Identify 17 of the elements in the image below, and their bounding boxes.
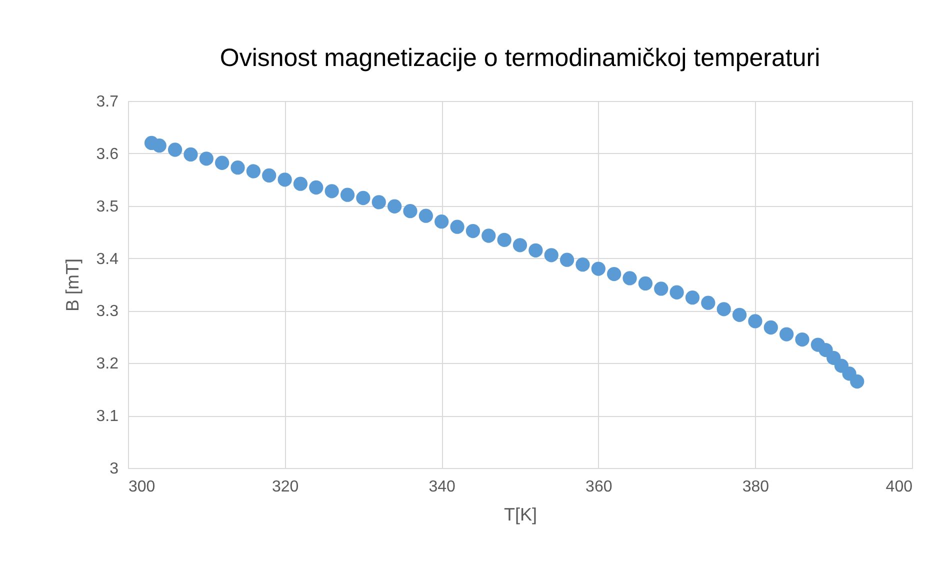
x-tick-label: 400	[886, 478, 913, 496]
x-tick-label: 340	[428, 478, 456, 496]
x-axis-title: T[K]	[504, 504, 538, 524]
y-tick-label: 3.3	[96, 303, 119, 320]
x-tick-label: 360	[586, 478, 612, 496]
y-tick-label: 3	[110, 460, 119, 478]
y-tick-label: 3.6	[96, 146, 119, 163]
x-tick-label: 300	[128, 478, 156, 496]
x-tick-label: 380	[742, 478, 770, 496]
y-tick-label: 3.2	[96, 356, 119, 373]
y-tick-label: 3.1	[96, 408, 119, 426]
y-axis-title: B [mT]	[62, 258, 82, 312]
y-tick-label: 3.4	[96, 250, 119, 268]
y-tick-label: 3.5	[96, 198, 119, 216]
x-tick-label: 320	[272, 478, 299, 496]
chart-title: Ovisnost magnetizacije o termodinamičkoj temperaturi	[220, 44, 820, 72]
y-tick-label: 3.7	[96, 94, 119, 110]
